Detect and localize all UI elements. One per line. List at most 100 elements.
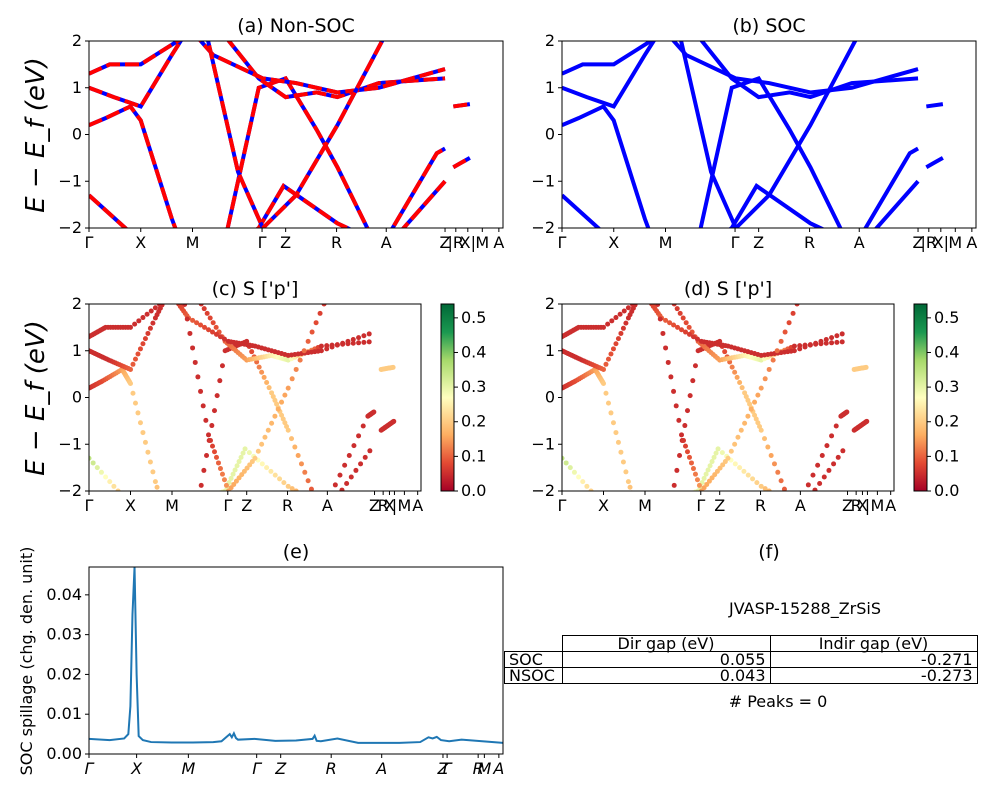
scatter-point <box>120 493 125 498</box>
scatter-point <box>786 320 792 326</box>
scatter-point <box>715 446 721 452</box>
x-tick-label: Z <box>440 233 451 252</box>
scatter-point <box>230 471 236 477</box>
scatter-point <box>783 498 788 503</box>
scatter-point <box>161 531 166 536</box>
scatter-point <box>752 412 758 418</box>
scatter-point <box>682 493 687 498</box>
scatter-point <box>664 505 669 510</box>
scatter-point <box>815 462 821 468</box>
scatter-point <box>713 450 719 456</box>
scatter-point <box>165 518 170 523</box>
scatter-point <box>174 285 179 290</box>
scatter-point <box>680 494 685 499</box>
axes-frame <box>561 303 895 492</box>
scatter-point <box>176 286 181 291</box>
colorbar-tick-label: 0.0 <box>934 481 959 500</box>
scatter-point <box>802 293 807 298</box>
scatter-point <box>135 510 140 515</box>
scatter-point <box>674 467 680 473</box>
x-tick-label: R <box>473 759 484 778</box>
scatter-point <box>302 493 307 498</box>
scatter-point <box>180 520 185 525</box>
scatter-point <box>200 403 206 409</box>
y-tick-label: −1 <box>531 171 555 190</box>
x-tick-label: A <box>375 759 387 778</box>
scatter-point <box>329 293 334 298</box>
scatter-point <box>684 408 690 414</box>
scatter-point <box>277 476 283 482</box>
x-tick-label: X <box>608 233 619 252</box>
scatter-point <box>145 330 151 336</box>
scatter-point <box>346 452 352 458</box>
scatter-point <box>150 524 155 529</box>
x-tick-label: R <box>851 496 862 515</box>
scatter-point <box>349 295 354 300</box>
scatter-point <box>661 509 666 514</box>
scatter-point <box>289 436 295 442</box>
scatter-point <box>864 418 870 424</box>
x-tick-label: R <box>282 496 293 515</box>
scatter-point <box>639 289 644 294</box>
scatter-point <box>256 364 262 370</box>
colorbar-c: 0.0 0.1 0.2 0.3 0.4 0.5 <box>440 303 486 500</box>
x-tick-label: Γ <box>258 233 267 252</box>
scatter-point <box>696 482 702 488</box>
scatter-point <box>259 369 265 375</box>
scatter-point <box>111 483 117 489</box>
scatter-point <box>280 416 286 422</box>
scatter-point <box>768 452 774 458</box>
scatter-point <box>215 491 220 496</box>
scatter-point <box>132 356 138 362</box>
colorbar-tick-label: 0.1 <box>934 446 959 465</box>
scatter-point <box>766 488 772 491</box>
scatter-point <box>694 336 700 342</box>
scatter-point <box>683 443 689 449</box>
scatter-point <box>181 287 186 292</box>
scatter-point <box>778 338 784 344</box>
x-tick-label: |R <box>448 233 465 252</box>
scatter-point <box>340 340 346 346</box>
scatter-point <box>748 406 754 412</box>
ylabel-middle: E − E_f (eV) <box>21 320 51 476</box>
scatter-point <box>608 351 614 357</box>
x-tick-label: M <box>638 496 652 515</box>
scatter-point <box>193 292 198 297</box>
scatter-point <box>683 320 689 326</box>
scatter-point <box>309 329 315 335</box>
nsoc-indir-gap: -0.273 <box>769 667 978 684</box>
scatter-point <box>674 306 680 312</box>
scatter-point <box>366 339 372 345</box>
scatter-point <box>270 394 276 400</box>
scatter-point <box>268 468 274 474</box>
x-tick-label: M <box>181 759 195 778</box>
scatter-point <box>755 392 761 398</box>
scatter-point <box>177 524 182 529</box>
scatter-point <box>617 311 623 317</box>
scatter-point <box>332 293 337 298</box>
scatter-point <box>649 286 654 291</box>
plot-e: Γ X M Γ Z R A ZΓ RM A0.040.030.020.010.00 <box>46 566 504 778</box>
scatter-point <box>681 438 687 444</box>
scatter-point <box>144 311 150 317</box>
scatter-point <box>177 524 182 529</box>
scatter-point <box>703 471 709 477</box>
scatter-point <box>299 490 302 491</box>
scatter-point <box>264 380 270 386</box>
scatter-point <box>130 390 136 396</box>
scatter-point <box>618 330 624 336</box>
y-tick-label: 2 <box>545 31 555 50</box>
scatter-point <box>588 488 594 491</box>
scatter-point <box>643 535 648 540</box>
scatter-point <box>342 462 348 468</box>
x-tick-label: Z <box>436 759 449 778</box>
scatter-point <box>179 287 184 292</box>
scatter-point <box>128 380 133 386</box>
scatter-point <box>138 512 143 517</box>
scatter-point <box>633 530 638 535</box>
scatter-point <box>774 348 780 354</box>
scatter-point <box>658 513 663 518</box>
scatter-point <box>674 496 679 501</box>
band-line-nonsoc <box>453 102 471 109</box>
scatter-point <box>819 452 825 458</box>
